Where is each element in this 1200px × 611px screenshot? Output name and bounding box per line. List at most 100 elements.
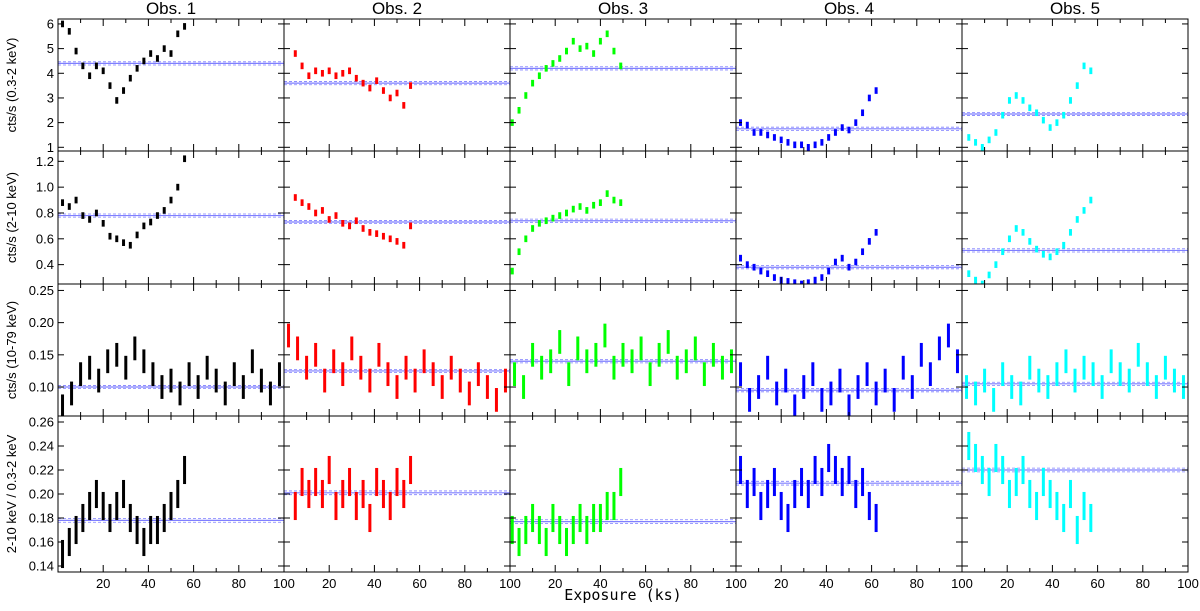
data-series bbox=[739, 87, 878, 151]
panel-r3-c5 bbox=[961, 283, 1189, 417]
x-tick-label: 20 bbox=[322, 576, 336, 591]
x-tick-label: 20 bbox=[548, 576, 562, 591]
panel-r4-c5 bbox=[961, 415, 1189, 573]
panel-frame bbox=[509, 150, 737, 285]
y-axis-label-row-2: cts/s (2-10 keV) bbox=[4, 172, 19, 263]
panel-r2-c3 bbox=[509, 150, 737, 285]
y-tick-label: 1.2 bbox=[36, 154, 54, 169]
panel-frame bbox=[961, 283, 1189, 417]
y-tick-label: 0.18 bbox=[29, 511, 54, 526]
data-series bbox=[510, 467, 623, 557]
data-series bbox=[739, 323, 959, 416]
data-series bbox=[61, 155, 187, 249]
y-tick-label: 0.26 bbox=[29, 415, 54, 430]
y-tick-label: 0.6 bbox=[36, 231, 54, 246]
data-series bbox=[967, 431, 1093, 545]
data-series bbox=[967, 62, 1093, 151]
x-tick-label: 40 bbox=[1045, 576, 1059, 591]
column-title-4: Obs. 4 bbox=[824, 0, 874, 18]
data-series bbox=[739, 443, 878, 533]
panel-r3-c3 bbox=[509, 283, 737, 417]
x-tick-label: 80 bbox=[910, 576, 924, 591]
data-series bbox=[293, 455, 413, 533]
y-axis-label-row-3: cts/s (10-79 keV) bbox=[4, 301, 19, 399]
panel-r1-c1 bbox=[57, 18, 285, 152]
panel-r4-c1 bbox=[57, 415, 285, 573]
data-series bbox=[287, 323, 507, 412]
y-axis-label-row-4: 2-10 keV / 0.3-2 keV bbox=[4, 434, 19, 553]
x-tick-label: 80 bbox=[232, 576, 246, 591]
data-series bbox=[510, 30, 623, 126]
panel-r2-c4 bbox=[735, 150, 963, 285]
x-tick-label: 100 bbox=[951, 576, 973, 591]
panel-frame bbox=[509, 415, 737, 573]
y-tick-label: 0.20 bbox=[29, 487, 54, 502]
y-tick-label: 0.24 bbox=[29, 439, 54, 454]
panel-r1-c3 bbox=[509, 18, 737, 152]
x-tick-label: 100 bbox=[725, 576, 747, 591]
x-tick-label: 80 bbox=[1136, 576, 1150, 591]
y-tick-label: 4 bbox=[47, 66, 54, 81]
x-tick-label: 60 bbox=[864, 576, 878, 591]
column-title-2: Obs. 2 bbox=[372, 0, 422, 18]
panel-r3-c1 bbox=[57, 283, 285, 417]
panel-frame bbox=[961, 415, 1189, 573]
data-series bbox=[61, 455, 187, 569]
y-tick-label: 0.15 bbox=[29, 347, 54, 362]
y-tick-label: 0.20 bbox=[29, 315, 54, 330]
panel-r3-c2 bbox=[283, 283, 511, 417]
data-series bbox=[965, 342, 1185, 412]
x-tick-label: 40 bbox=[367, 576, 381, 591]
y-tick-label: 0.14 bbox=[29, 559, 54, 574]
panel-r4-c3 bbox=[509, 415, 737, 573]
x-tick-label: 100 bbox=[499, 576, 521, 591]
panel-r1-c2 bbox=[283, 18, 511, 152]
x-tick-label: 80 bbox=[458, 576, 472, 591]
panel-frame bbox=[735, 415, 963, 573]
panel-frame bbox=[509, 18, 737, 152]
x-tick-label: 20 bbox=[774, 576, 788, 591]
panel-r3-c4 bbox=[735, 283, 963, 417]
panel-frame bbox=[57, 283, 285, 417]
column-title-5: Obs. 5 bbox=[1050, 0, 1100, 18]
data-series bbox=[61, 20, 187, 104]
data-series bbox=[739, 229, 878, 284]
panel-r2-c2 bbox=[283, 150, 511, 285]
y-axis-label-row-1: cts/s (0.3-2 keV) bbox=[4, 38, 19, 133]
x-tick-label: 40 bbox=[593, 576, 607, 591]
x-tick-label: 60 bbox=[1090, 576, 1104, 591]
x-tick-label: 20 bbox=[96, 576, 110, 591]
x-tick-label: 40 bbox=[819, 576, 833, 591]
data-series bbox=[293, 50, 413, 109]
data-series bbox=[293, 194, 413, 249]
y-tick-label: 0.10 bbox=[29, 380, 54, 395]
panel-frame bbox=[57, 18, 285, 152]
x-tick-label: 60 bbox=[638, 576, 652, 591]
panel-frame bbox=[283, 150, 511, 285]
y-tick-label: 1.0 bbox=[36, 180, 54, 195]
x-tick-label: 100 bbox=[1177, 576, 1199, 591]
data-series bbox=[967, 196, 1093, 284]
y-tick-label: 0.4 bbox=[36, 257, 54, 272]
panel-r1-c5 bbox=[961, 18, 1189, 152]
x-tick-label: 80 bbox=[684, 576, 698, 591]
panel-r4-c4 bbox=[735, 415, 963, 573]
x-tick-label: 60 bbox=[412, 576, 426, 591]
panel-r2-c5 bbox=[961, 150, 1189, 285]
y-tick-label: 2 bbox=[47, 115, 54, 130]
y-tick-label: 0.8 bbox=[36, 205, 54, 220]
x-tick-label: 20 bbox=[1000, 576, 1014, 591]
y-tick-label: 6 bbox=[47, 16, 54, 31]
x-tick-label: 60 bbox=[186, 576, 200, 591]
column-title-1: Obs. 1 bbox=[146, 0, 196, 18]
panel-r1-c4 bbox=[735, 18, 963, 152]
x-tick-label: 100 bbox=[273, 576, 295, 591]
x-tick-label: 40 bbox=[141, 576, 155, 591]
panel-r4-c2 bbox=[283, 415, 511, 573]
data-series bbox=[61, 336, 281, 416]
data-series bbox=[513, 323, 733, 399]
y-tick-label: 0.22 bbox=[29, 463, 54, 478]
column-title-3: Obs. 3 bbox=[598, 0, 648, 18]
panel-r2-c1 bbox=[57, 150, 285, 285]
